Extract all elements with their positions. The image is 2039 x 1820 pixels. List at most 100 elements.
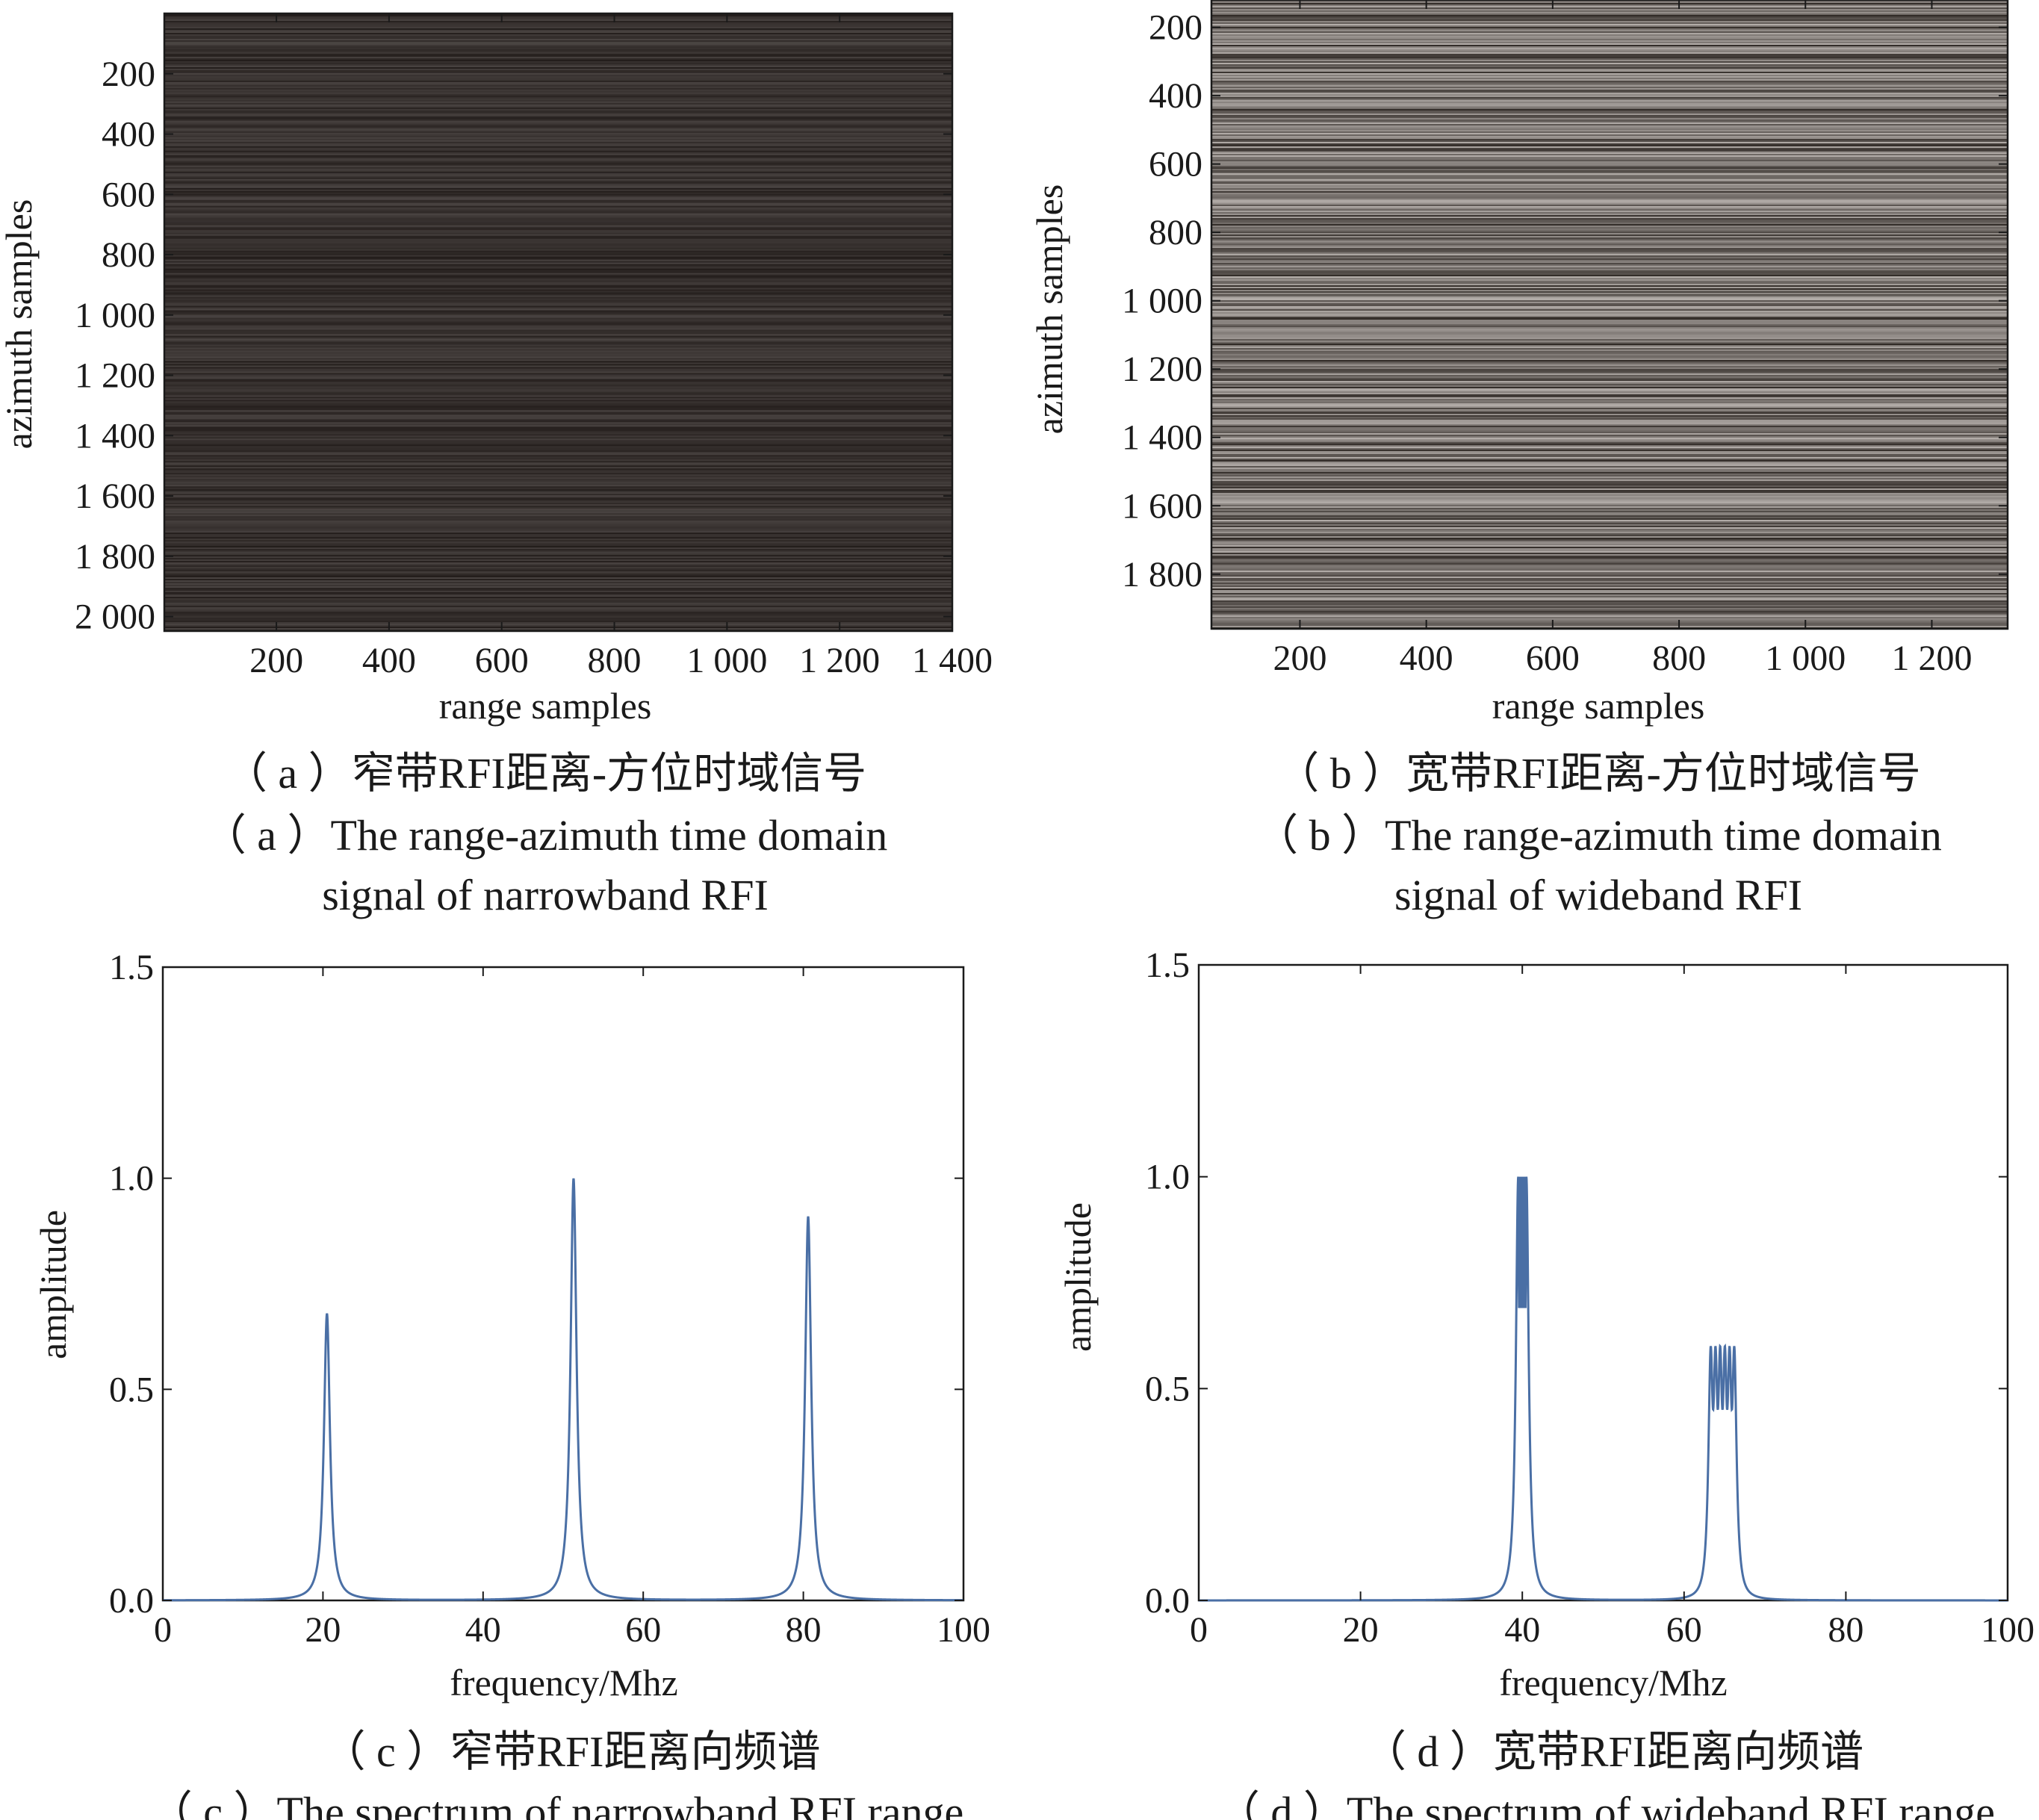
heatmap-row [1211,275,2008,277]
heatmap-row [164,320,952,323]
heatmap-row [1211,563,2008,565]
heatmap-row [164,22,952,25]
heatmap-row [1211,475,2008,477]
heatmap-row [1211,541,2008,543]
heatmap-row [164,69,952,72]
heatmap-row [1211,511,2008,513]
heatmap-row [164,477,952,479]
heatmap-row [1211,517,2008,519]
heatmap-row [1211,140,2008,143]
heatmap-row [1211,226,2008,228]
heatmap-row [164,96,952,99]
heatmap-row [164,77,952,80]
heatmap-row [1211,333,2008,335]
y-tick-label: 1 600 [75,476,155,516]
panel-b-caption-cn: （ b ）宽带RFI距离-方位时域信号 [1276,749,1921,798]
heatmap-row [164,528,952,530]
heatmap-row [1211,336,2008,338]
heatmap-row [164,359,952,362]
x-tick-label: 0 [1190,1610,1208,1650]
heatmap-row [164,198,952,201]
y-tick-label: 1 200 [75,356,155,396]
heatmap-row [164,394,952,396]
heatmap-row [1211,463,2008,465]
heatmap-row [1211,387,2008,389]
heatmap-row [1211,193,2008,195]
heatmap-row [1211,496,2008,498]
heatmap-row [1211,173,2008,176]
heatmap-row [164,401,952,403]
heatmap-row [1211,503,2008,506]
heatmap-row [1211,626,2008,628]
heatmap-row [1211,379,2008,382]
y-tick-label: 600 [1149,145,1202,184]
heatmap-row [1211,324,2008,326]
heatmap-row [164,210,952,213]
heatmap-row [1211,72,2008,74]
heatmap-row [1211,363,2008,365]
heatmap-row [1211,3,2008,5]
heatmap-row [1211,0,2008,2]
heatmap-row [164,40,952,43]
heatmap-row [1211,597,2008,600]
heatmap-row [164,376,952,379]
heatmap-row [164,564,952,566]
heatmap-row [164,414,952,417]
heatmap-row [164,444,952,447]
y-tick-label: 1 000 [75,296,155,335]
heatmap-row [1211,623,2008,625]
heatmap-row [1211,588,2008,591]
heatmap-row [1211,221,2008,223]
heatmap-row [164,150,952,153]
heatmap-row [164,603,952,605]
heatmap-row [1211,487,2008,489]
heatmap-row [164,601,952,603]
heatmap-row [164,237,952,240]
heatmap-row [164,143,952,146]
heatmap-row [1211,441,2008,443]
heatmap-row [164,535,952,538]
heatmap-row [164,595,952,597]
heatmap-row [164,410,952,412]
heatmap-row [164,521,952,523]
heatmap-row [164,74,952,77]
heatmap-row [164,337,952,340]
heatmap-row [1211,78,2008,80]
heatmap-row [1211,178,2008,180]
heatmap-row [1211,417,2008,419]
heatmap-row [164,128,952,131]
panel-a-y-axis-label: azimuth samples [0,199,40,450]
heatmap-row [164,621,952,623]
heatmap-row [1211,621,2008,624]
heatmap-row [1211,229,2008,231]
heatmap-row [164,47,952,50]
heatmap-row [164,184,952,187]
heatmap-row [164,459,952,462]
heatmap-row [164,34,952,37]
heatmap-row [164,600,952,602]
heatmap-row [1211,366,2008,368]
heatmap-row [1211,15,2008,17]
heatmap-row [164,104,952,107]
heatmap-row [1211,200,2008,202]
heatmap-row [1211,188,2008,190]
heatmap-row [164,407,952,409]
y-tick-label: 600 [102,175,155,214]
heatmap-row [164,364,952,367]
panel-a-caption-cn: （ a ）窄带RFI距离-方位时域信号 [224,749,866,798]
heatmap-row [164,580,952,583]
heatmap-row [1211,232,2008,234]
heatmap-row [1211,22,2008,25]
heatmap-row [164,382,952,385]
heatmap-row [164,395,952,397]
heatmap-row [164,46,952,49]
heatmap-row [164,16,952,19]
heatmap-row [1211,194,2008,196]
heatmap-row [164,489,952,491]
heatmap-row [1211,179,2008,181]
heatmap-row [164,78,952,81]
heatmap-row [1211,139,2008,141]
panel-a: 200 400 600 800 1 000 1 200 1 400 200 400 600 800… [0,12,993,919]
heatmap-row [1211,290,2008,292]
heatmap-row [1211,459,2008,461]
